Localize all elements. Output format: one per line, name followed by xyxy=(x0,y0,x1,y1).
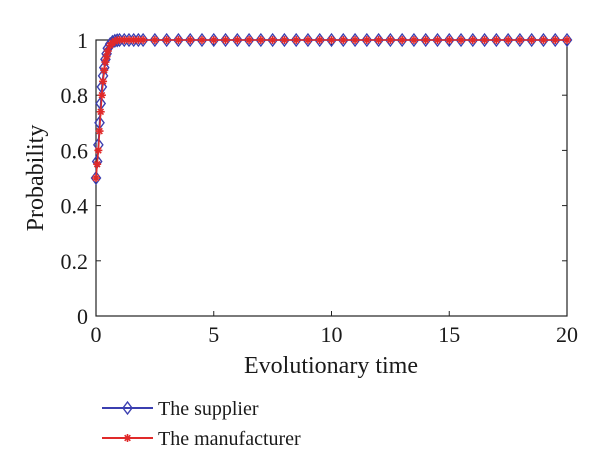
data-point xyxy=(398,36,407,44)
data-point xyxy=(539,36,548,44)
series-line xyxy=(95,39,567,179)
data-point xyxy=(95,127,104,136)
data-point xyxy=(245,36,254,44)
data-point xyxy=(99,77,108,86)
data-point xyxy=(93,160,102,169)
tick-labels: 0 5 10 15 20 0 0.2 0.4 0.6 0.8 1 xyxy=(61,28,579,347)
data-point xyxy=(280,36,289,44)
data-point xyxy=(351,36,360,44)
y-axis-label: Probability xyxy=(23,125,49,232)
data-point xyxy=(515,36,524,44)
data-point xyxy=(292,36,301,44)
series-line xyxy=(95,39,567,179)
y-tick-label: 0.8 xyxy=(61,83,89,108)
x-tick-label: 10 xyxy=(321,322,343,347)
legend: The supplier The manufacturer xyxy=(102,398,301,450)
data-point xyxy=(186,36,195,44)
data-point xyxy=(174,36,183,44)
legend-label: The manufacturer xyxy=(158,428,301,450)
data-point xyxy=(233,36,242,44)
data-point xyxy=(421,36,430,44)
data-point xyxy=(97,91,106,100)
y-tick-label: 0.4 xyxy=(61,194,89,219)
plot-frame xyxy=(95,39,568,317)
data-point xyxy=(339,36,348,44)
data-point xyxy=(162,36,171,44)
series-layer xyxy=(90,32,573,186)
data-point xyxy=(504,36,513,44)
data-point xyxy=(268,36,277,44)
data-point xyxy=(362,36,371,44)
x-tick-label: 15 xyxy=(438,322,460,347)
x-tick-label: 0 xyxy=(91,322,102,347)
x-tick-label: 5 xyxy=(208,322,219,347)
data-point xyxy=(221,36,230,44)
y-tick-label: 0.2 xyxy=(61,249,89,274)
data-point xyxy=(527,36,536,44)
data-point xyxy=(445,36,454,44)
series-manufacturer xyxy=(92,36,571,182)
data-point xyxy=(492,36,501,44)
data-point xyxy=(100,66,109,75)
data-point xyxy=(256,36,265,44)
data-point xyxy=(457,36,466,44)
data-point xyxy=(468,36,477,44)
series-supplier xyxy=(90,32,573,186)
data-point xyxy=(563,36,571,44)
data-point xyxy=(315,36,324,44)
data-point xyxy=(197,36,206,44)
x-tick-label: 20 xyxy=(556,322,578,347)
data-point xyxy=(551,36,560,44)
data-point xyxy=(94,146,103,155)
data-point xyxy=(209,36,218,44)
data-point xyxy=(150,36,159,44)
data-point xyxy=(386,36,395,44)
data-point xyxy=(327,36,336,44)
x-axis-label: Evolutionary time xyxy=(244,353,418,379)
data-point xyxy=(374,36,383,44)
data-point xyxy=(92,174,100,182)
legend-asterisk-marker xyxy=(123,434,132,442)
data-point xyxy=(480,36,489,44)
data-point xyxy=(409,36,418,44)
data-point xyxy=(139,36,148,44)
legend-diamond-marker xyxy=(122,400,133,416)
y-tick-label: 0 xyxy=(77,304,88,329)
data-point xyxy=(96,107,105,116)
data-point xyxy=(303,36,312,44)
axes xyxy=(95,39,568,317)
y-tick-label: 0.6 xyxy=(61,138,89,163)
data-point xyxy=(433,36,442,44)
legend-label: The supplier xyxy=(158,398,259,420)
y-tick-label: 1 xyxy=(77,28,88,53)
